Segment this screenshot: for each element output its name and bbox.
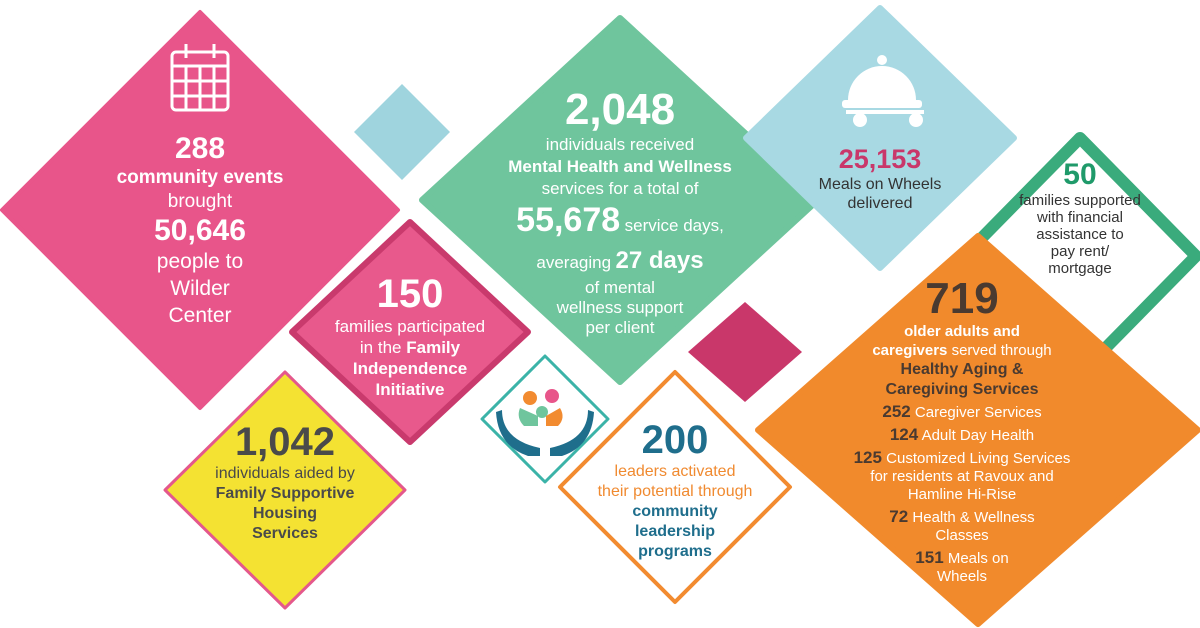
housing-program: Housing [253,505,317,522]
mental-days: 55,678 [516,201,621,239]
aging-line: served through [951,342,1052,359]
mental-line: of mental [585,278,655,297]
events-line: people to [156,250,244,273]
rent-line: assistance to [1036,226,1124,243]
family-program: Independence [352,359,468,378]
rent-text: 50 families supported with financial ass… [1019,158,1141,277]
family-count: 150 [376,272,444,316]
mental-text: 2,048 individuals received Mental Health… [508,86,732,338]
aging-program: Healthy Aging & [900,361,1024,378]
mental-line: service days, [624,216,724,235]
meals-line: Meals on Wheels [818,176,942,193]
aging-tile [755,233,1200,627]
rent-count: 50 [1063,158,1097,191]
mental-line: individuals received [545,135,695,154]
aging-count: 719 [925,274,999,323]
mental-count: 2,048 [564,85,676,134]
aging-item-count: 252 [882,402,911,421]
rent-line: mortgage [1048,260,1112,277]
aging-item-line: 151 Meals on [854,549,1071,568]
calendar-icon [170,44,230,112]
aging-item-label: Classes [935,527,989,544]
meals-line: delivered [847,195,913,212]
hands-icon [496,389,594,456]
aging-item-line: 125 Customized Living Services [854,449,1071,468]
family-line: in the [359,338,402,357]
events-verb: brought [167,191,233,212]
rent-line: with financial [1037,209,1123,226]
family-tile [289,219,531,445]
aging-line: older adults and [904,323,1020,340]
aging-item-count: 125 [853,448,882,467]
cloche-icon [842,55,924,127]
leaders-program: community [632,503,718,520]
events-line: Wilder [170,277,230,300]
mental-program: Mental Health and Wellness [508,157,732,176]
accent-tile [688,302,802,402]
meals-count: 25,153 [838,144,922,174]
aging-text: 719 older adults and caregivers served t… [854,276,1071,590]
aging-item-label: for residents at Ravoux and [870,468,1054,485]
family-text: 150 families participated in the Family … [335,272,485,400]
family-program: Initiative [375,380,445,399]
accent-tile [354,84,450,180]
leaders-text: 200 leaders activated their potential th… [598,418,753,562]
meals-tile [743,5,1017,271]
mental-line: wellness support [556,298,684,317]
leaders-program: programs [638,543,712,560]
rent-line: families supported [1019,192,1141,209]
aging-item-line: 252 Caregiver Services [854,403,1071,422]
aging-item-label: Meals on [947,550,1009,567]
events-people: 50,646 [154,214,246,247]
mental-line: averaging [536,253,612,272]
aging-item-line: Hamline Hi-Rise [854,486,1071,504]
aging-item-label: Hamline Hi-Rise [907,486,1017,503]
leaders-line: leaders activated [614,463,736,480]
meals-text: 25,153 Meals on Wheels delivered [819,143,942,213]
aging-item-count: 151 [915,548,944,567]
events-tile [0,10,400,410]
housing-tile [163,370,407,610]
aging-line: caregivers [872,342,948,359]
aging-item-count: 124 [889,425,919,444]
housing-count: 1,042 [234,420,336,464]
mental-line: per client [585,318,655,337]
aging-item-line: Classes [854,527,1071,545]
leaders-program: leadership [634,523,716,540]
mental-line: services for a total of [541,179,699,198]
events-line: Center [168,304,232,327]
housing-program: Family Supportive [215,485,355,502]
housing-text: 1,042 individuals aided by Family Suppor… [215,420,355,544]
leaders-count: 200 [641,418,709,462]
leaders-line: their potential through [597,483,753,500]
housing-line: individuals aided by [215,465,355,482]
events-label: community events [116,167,284,188]
events-text: 288 community events brought 50,646 peop… [117,132,284,329]
aging-item-count: 72 [889,507,909,526]
aging-item-line: Wheels [854,568,1071,586]
mental-average: 27 days [615,247,704,274]
aging-item-line: for residents at Ravoux and [854,468,1071,486]
aging-item-label: Health & Wellness [912,509,1035,526]
housing-program: Services [252,525,318,542]
aging-item-label: Customized Living Services [886,450,1071,467]
leaders-tile [558,370,792,604]
aging-item-label: Adult Day Health [921,427,1035,444]
icon-tile [480,354,610,484]
aging-item-label: Wheels [936,568,988,585]
family-program: Family [406,338,461,357]
family-line: families participated [334,317,486,336]
aging-item-line: 72 Health & Wellness [854,508,1071,527]
aging-program: Caregiving Services [885,381,1039,398]
aging-item-line: 124 Adult Day Health [854,426,1071,445]
rent-line: pay rent/ [1050,243,1110,260]
aging-item-label: Caregiver Services [914,404,1042,421]
aging-items: 252 Caregiver Services 124 Adult Day Heal… [854,403,1071,586]
events-count: 288 [174,132,226,165]
